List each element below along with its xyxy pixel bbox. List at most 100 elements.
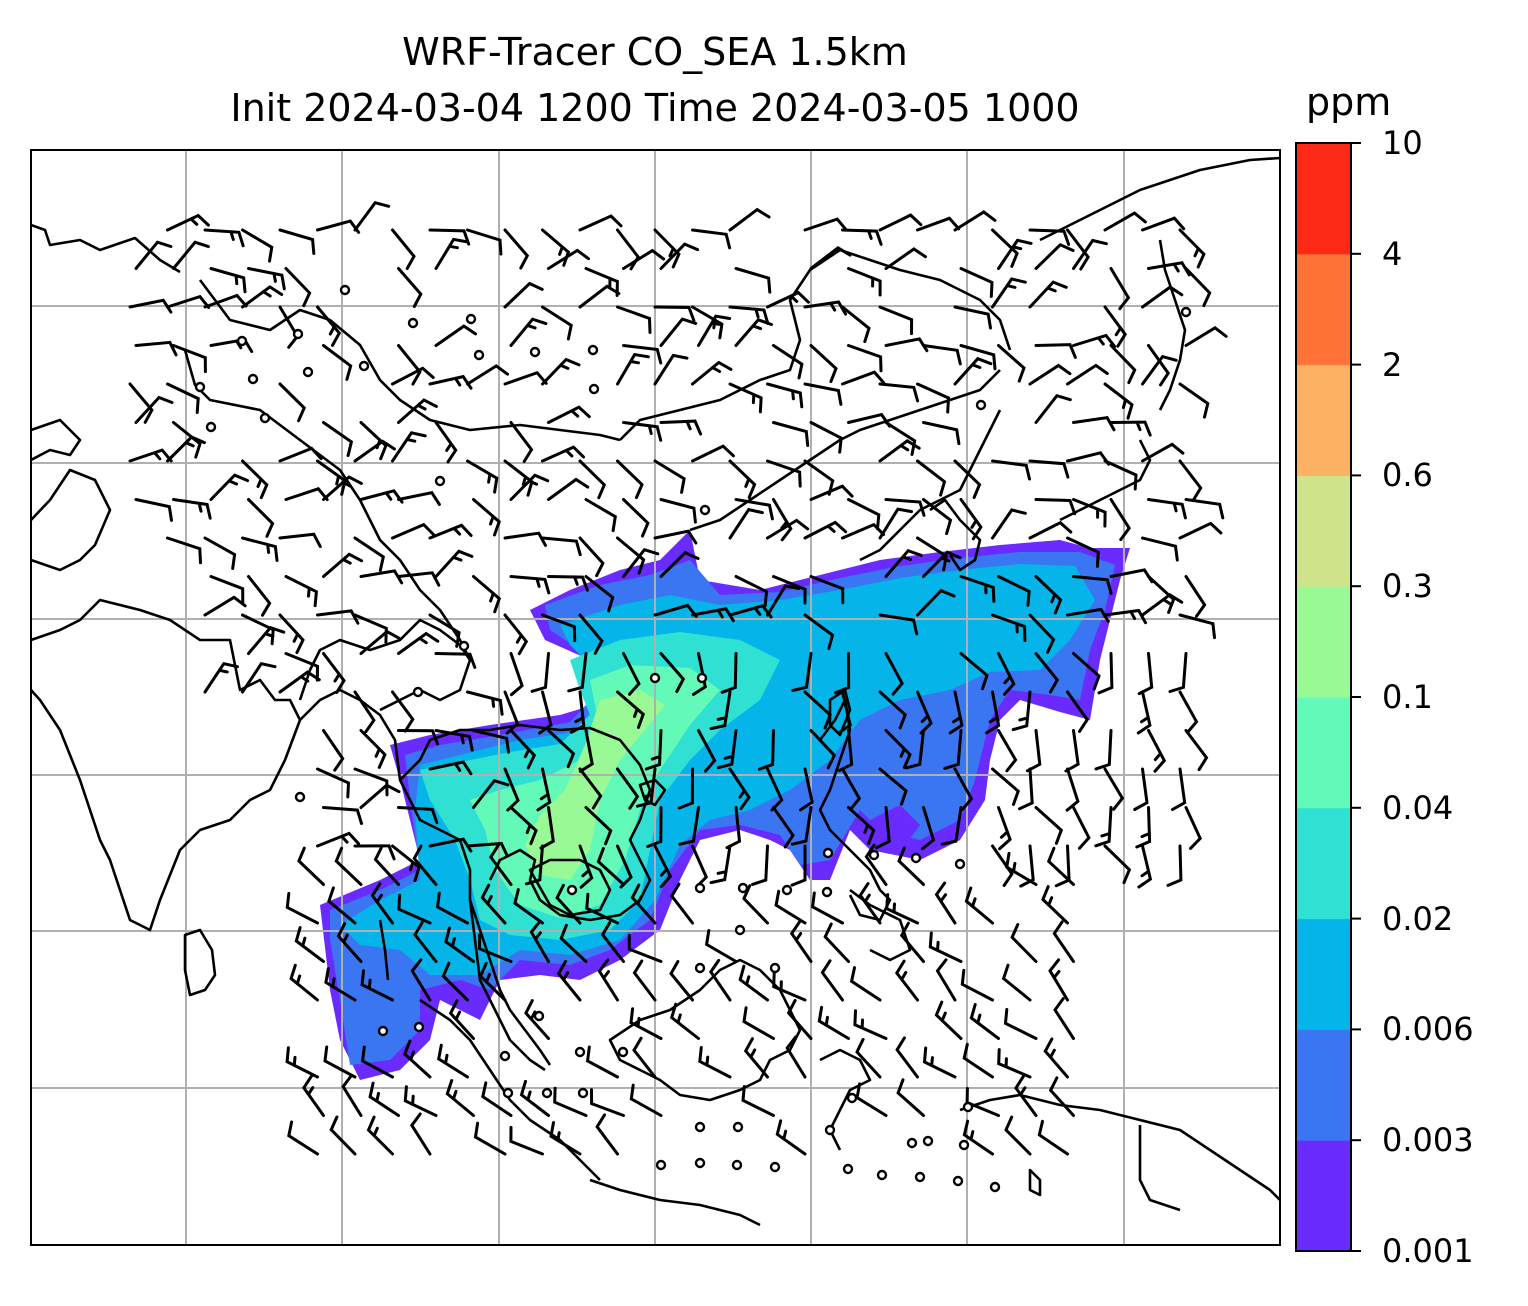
- wind-barb: [278, 670, 321, 694]
- wind-barb: [922, 550, 962, 578]
- colorbar-tick-label: 0.6: [1382, 456, 1433, 495]
- colorbar-tick-label: 0.04: [1382, 788, 1454, 827]
- wind-barb: [503, 281, 544, 309]
- calm-marker: [954, 858, 966, 870]
- wind-barb: [434, 652, 477, 669]
- wind-barb: [959, 267, 994, 298]
- wind-barb: [616, 536, 646, 575]
- wind-barb: [1028, 228, 1071, 246]
- wind-barb: [322, 344, 353, 381]
- wind-barb: [1147, 344, 1171, 387]
- wind-barb: [541, 305, 573, 341]
- wind-barb: [772, 575, 807, 605]
- calm-marker: [588, 383, 600, 395]
- wind-barb: [809, 344, 838, 384]
- wind-barb: [1028, 280, 1068, 309]
- colorbar-segment: [1296, 364, 1351, 476]
- wind-barb: [709, 844, 732, 885]
- wind-barb: [366, 1115, 394, 1156]
- wind-barb: [322, 806, 363, 825]
- wind-barb: [632, 959, 657, 1002]
- colorbar-tick-label: 0.001: [1382, 1232, 1474, 1270]
- calm-marker: [617, 1046, 629, 1058]
- wind-barb: [1184, 267, 1212, 308]
- wind-barb: [1025, 729, 1042, 773]
- wind-barb: [569, 690, 586, 734]
- wind-barb: [578, 613, 604, 655]
- wind-barb: [353, 844, 396, 861]
- wind-barb: [669, 960, 694, 1002]
- wind-barb: [538, 690, 553, 735]
- wind-barb: [241, 662, 277, 694]
- calm-marker: [906, 1137, 918, 1149]
- calm-marker: [655, 1159, 667, 1171]
- wind-barb: [437, 1043, 469, 1079]
- wind-barb: [278, 613, 305, 655]
- wind-barb: [985, 690, 1001, 735]
- wind-barb: [922, 421, 961, 446]
- wind-barb: [134, 340, 178, 357]
- wind-barb: [991, 613, 1027, 642]
- colorbar-segment: [1296, 586, 1351, 698]
- wind-barb: [1103, 305, 1128, 348]
- wind-barb: [284, 652, 320, 682]
- wind-barb: [1135, 806, 1152, 849]
- wind-barb: [435, 891, 469, 925]
- wind-barb: [728, 459, 757, 499]
- wind-barb: [556, 959, 582, 1002]
- wind-barb: [964, 886, 994, 925]
- wind-barb: [247, 267, 286, 291]
- wind-barb: [1109, 344, 1137, 385]
- wind-barb: [1014, 1074, 1038, 1117]
- wind-barb: [524, 999, 550, 1040]
- wind-barb: [1137, 844, 1153, 889]
- wind-barb: [997, 1048, 1032, 1079]
- colorbar-tick-label: 0.003: [1382, 1121, 1474, 1160]
- wind-barb: [547, 248, 590, 270]
- wind-barb: [1019, 844, 1035, 888]
- wind-barb: [728, 767, 751, 811]
- calm-marker: [922, 1135, 934, 1147]
- wind-barb: [691, 360, 733, 386]
- wind-barb: [529, 919, 550, 963]
- wind-barb: [503, 613, 529, 656]
- calm-marker: [412, 686, 424, 698]
- wind-barb: [1141, 592, 1184, 617]
- wind-barb: [434, 549, 474, 578]
- calm-marker: [737, 882, 749, 894]
- calm-marker: [731, 1159, 743, 1171]
- wind-barb: [790, 806, 813, 846]
- wind-barb: [359, 783, 401, 809]
- calm-marker: [302, 366, 314, 378]
- calm-marker: [292, 328, 304, 340]
- wind-barb: [734, 267, 772, 294]
- colorbar: [1295, 142, 1361, 1252]
- wind-barb: [1034, 498, 1077, 516]
- wind-barb: [428, 760, 473, 776]
- wind-barb: [1178, 382, 1210, 419]
- wind-barb: [209, 473, 250, 501]
- wind-barb: [549, 1121, 582, 1156]
- wind-barb: [1147, 575, 1176, 614]
- calm-marker: [975, 399, 987, 411]
- wind-barb: [481, 1081, 513, 1117]
- wind-barb: [1034, 575, 1063, 615]
- wind-barb: [940, 806, 963, 846]
- wind-barb: [875, 806, 891, 850]
- wind-barb: [734, 318, 773, 347]
- wind-barb: [1010, 923, 1038, 963]
- wind-barb: [128, 382, 154, 424]
- wind-barb: [785, 1035, 807, 1079]
- wind-barb: [809, 245, 852, 270]
- wind-barb: [284, 267, 312, 308]
- wind-barb: [294, 926, 325, 963]
- wind-barb: [541, 613, 577, 643]
- wind-barb: [834, 652, 851, 695]
- wind-barb: [1028, 363, 1072, 386]
- wind-barb: [472, 498, 501, 537]
- wind-barb: [316, 219, 361, 234]
- wind-barb: [1034, 243, 1075, 270]
- calm-marker: [194, 381, 206, 393]
- wind-barb: [466, 690, 504, 716]
- wind-barb: [513, 888, 544, 925]
